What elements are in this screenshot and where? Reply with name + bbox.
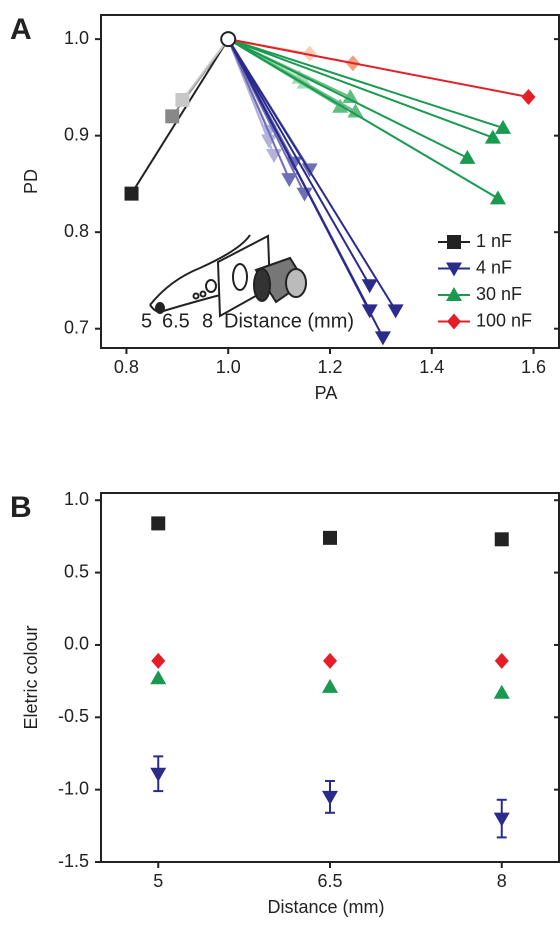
x-tick-label: 6.5: [317, 871, 342, 891]
x-tick-label: 8: [497, 871, 507, 891]
marker: [387, 304, 404, 319]
legend-marker: [447, 235, 461, 249]
marker: [323, 530, 337, 545]
x-tick-label: 1.4: [419, 357, 444, 377]
x-tick-label: 0.8: [114, 357, 139, 377]
legend-label: 4 nF: [476, 257, 512, 277]
ray: [227, 38, 371, 286]
x-axis-label: Distance (mm): [267, 897, 384, 917]
ray: [227, 38, 291, 180]
y-tick-label: 1.0: [64, 489, 89, 509]
y-tick-label: -1.5: [58, 851, 89, 871]
marker: [489, 190, 506, 205]
y-tick-label: 0.0: [64, 634, 89, 654]
marker: [347, 103, 364, 118]
marker: [322, 678, 338, 693]
marker: [361, 279, 378, 294]
y-tick-label: 0.8: [64, 221, 89, 241]
marker: [281, 173, 298, 188]
marker: [151, 516, 166, 531]
marker: [150, 767, 167, 782]
marker: [494, 652, 509, 669]
y-tick-label: 0.5: [64, 561, 89, 581]
marker: [124, 186, 139, 201]
marker: [459, 149, 476, 164]
marker: [493, 812, 510, 827]
marker: [150, 670, 167, 685]
inset-label: 6.5: [162, 310, 190, 332]
legend-label: 30 nF: [476, 284, 522, 304]
legend-label: 1 nF: [476, 231, 512, 251]
ray: [227, 38, 494, 139]
legend-marker: [446, 262, 462, 277]
marker: [323, 652, 337, 669]
y-tick-label: 0.9: [64, 124, 89, 144]
legend-marker: [446, 287, 462, 301]
marker: [302, 45, 317, 62]
y-axis-label: PD: [21, 169, 41, 194]
ray: [227, 38, 499, 200]
marker: [484, 129, 501, 144]
ray: [228, 38, 529, 99]
x-tick-label: 1.0: [216, 357, 241, 377]
ray: [181, 38, 230, 101]
inset-sketch: [149, 234, 307, 318]
marker: [151, 652, 166, 669]
inset-title: Distance (mm): [224, 310, 354, 332]
ray: [227, 38, 504, 129]
panel-label: A: [10, 13, 32, 46]
legend-marker: [447, 313, 461, 330]
marker: [493, 684, 510, 699]
y-axis-label: Eletric colour: [21, 625, 41, 729]
legend-label: 100 nF: [476, 310, 532, 330]
x-tick-label: 1.2: [317, 357, 342, 377]
x-axis-label: PA: [315, 383, 338, 403]
marker: [342, 89, 359, 104]
marker: [165, 109, 180, 124]
marker: [374, 331, 391, 346]
y-tick-label: 1.0: [64, 28, 89, 48]
x-tick-label: 1.6: [521, 357, 546, 377]
ray: [130, 38, 230, 195]
origin-point: [220, 31, 237, 48]
ray: [227, 38, 384, 338]
x-tick-label: 5: [153, 871, 163, 891]
inset-label: 8: [202, 310, 213, 332]
marker: [322, 790, 338, 805]
y-tick-label: -1.0: [58, 778, 89, 798]
panel-label: B: [10, 491, 32, 524]
inset-label: 5: [141, 310, 152, 332]
y-tick-label: 0.7: [64, 317, 89, 337]
marker: [495, 119, 512, 134]
ray: [227, 38, 397, 311]
marker: [494, 532, 509, 547]
y-tick-label: -0.5: [58, 706, 89, 726]
marker: [521, 89, 536, 106]
ray: [227, 38, 468, 159]
marker: [175, 92, 190, 107]
